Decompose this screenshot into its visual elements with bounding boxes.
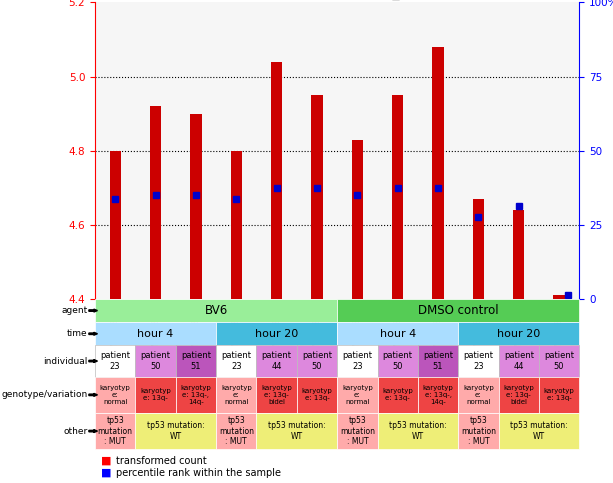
Text: percentile rank within the sample: percentile rank within the sample [116,468,281,478]
Text: patient
44: patient 44 [262,351,292,371]
Bar [418,2,459,299]
Text: hour 4: hour 4 [137,329,173,339]
Text: other: other [63,426,88,436]
Text: ■: ■ [101,456,112,466]
Text: karyotyp
e: 13q-: karyotyp e: 13q- [544,388,574,401]
Text: karyotyp
e: 13q-
bidel: karyotyp e: 13q- bidel [261,385,292,405]
Text: karyotyp
e:
normal: karyotyp e: normal [221,385,251,405]
Bar [498,2,539,299]
Bar [110,151,121,299]
Text: karyotyp
e: 13q-
bidel: karyotyp e: 13q- bidel [503,385,534,405]
Bar [216,2,256,299]
Bar [473,199,484,299]
Text: tp53
mutation
: MUT: tp53 mutation : MUT [340,416,375,446]
Text: karyotyp
e: 13q-,
14q-: karyotyp e: 13q-, 14q- [423,385,454,405]
Bar [176,2,216,299]
Text: karyotyp
e:
normal: karyotyp e: normal [100,385,131,405]
Text: hour 20: hour 20 [497,329,541,339]
Bar [150,106,161,299]
Text: time: time [67,329,88,338]
Bar [432,47,444,299]
Text: tp53 mutation:
WT: tp53 mutation: WT [268,421,326,441]
Text: tp53 mutation:
WT: tp53 mutation: WT [389,421,447,441]
Text: patient
50: patient 50 [140,351,170,371]
Text: patient
51: patient 51 [423,351,453,371]
Text: tp53
mutation
: MUT: tp53 mutation : MUT [461,416,496,446]
Bar [392,95,403,299]
Text: tp53 mutation:
WT: tp53 mutation: WT [147,421,205,441]
Text: patient
23: patient 23 [100,351,130,371]
Text: karyotyp
e: 13q-: karyotyp e: 13q- [302,388,332,401]
Bar [135,2,176,299]
Bar [311,95,322,299]
Text: tp53
mutation
: MUT: tp53 mutation : MUT [219,416,254,446]
Bar [513,210,524,299]
Text: tp53
mutation
: MUT: tp53 mutation : MUT [97,416,132,446]
Text: patient
50: patient 50 [302,351,332,371]
Text: hour 20: hour 20 [255,329,299,339]
Text: karyotyp
e:
normal: karyotyp e: normal [463,385,493,405]
Bar [256,2,297,299]
Text: transformed count: transformed count [116,456,207,466]
Text: patient
50: patient 50 [544,351,574,371]
Bar [190,114,202,299]
Text: individual: individual [44,356,88,366]
Bar [230,151,242,299]
Bar [352,140,363,299]
Text: genotype/variation: genotype/variation [1,390,88,399]
Text: karyotyp
e: 13q-: karyotyp e: 13q- [140,388,171,401]
Text: agent: agent [61,306,88,315]
Bar [554,295,565,299]
Bar [271,62,282,299]
Text: DMSO control: DMSO control [418,304,498,317]
Bar [539,2,579,299]
Text: BV6: BV6 [205,304,227,317]
Text: patient
50: patient 50 [383,351,413,371]
Text: patient
23: patient 23 [221,351,251,371]
Text: karyotyp
e: 13q-,
14q-: karyotyp e: 13q-, 14q- [181,385,211,405]
Text: patient
44: patient 44 [504,351,534,371]
Text: patient
23: patient 23 [463,351,493,371]
Text: hour 4: hour 4 [379,329,416,339]
Text: patient
51: patient 51 [181,351,211,371]
Bar [337,2,378,299]
Text: karyotyp
e: 13q-: karyotyp e: 13q- [383,388,413,401]
Bar [95,2,135,299]
Bar [458,2,498,299]
Text: ■: ■ [101,468,112,478]
Text: karyotyp
e:
normal: karyotyp e: normal [342,385,373,405]
Bar [297,2,337,299]
Text: patient
23: patient 23 [342,351,372,371]
Text: tp53 mutation:
WT: tp53 mutation: WT [510,421,568,441]
Bar [378,2,418,299]
